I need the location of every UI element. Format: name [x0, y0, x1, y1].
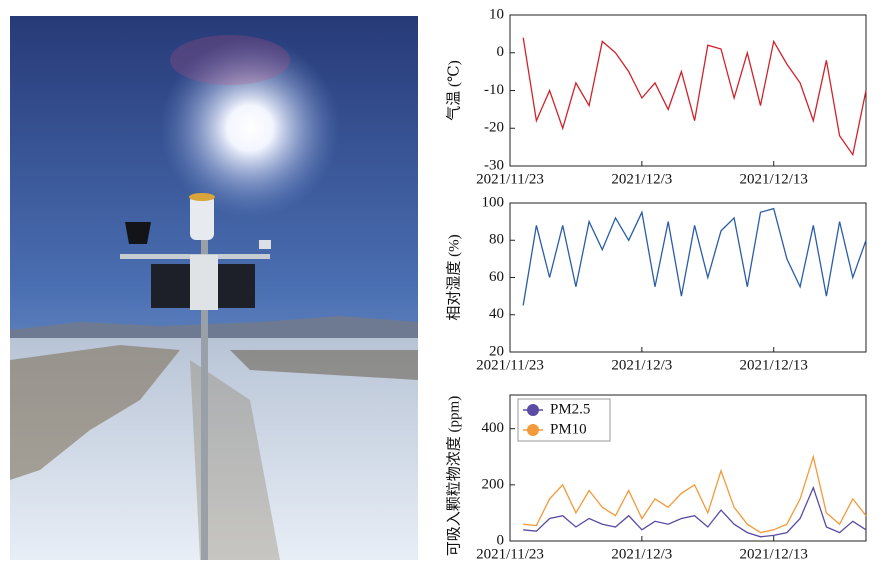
y-tick-label: -10 — [484, 82, 504, 98]
chart-panel: 20 40 60 80 100 2021/11/23 2021/12/3 2021/12/13… — [445, 194, 867, 373]
y-tick-label: 0 — [497, 532, 505, 548]
y-axis-label: 气温 (℃) — [445, 60, 462, 121]
legend-marker — [527, 424, 539, 436]
data-line — [522, 207, 867, 306]
legend: PM2.5 PM10 — [517, 398, 611, 442]
data-line — [523, 454, 867, 534]
x-tick-label: 2021/11/23 — [476, 357, 544, 373]
plot-frame — [509, 202, 867, 353]
photo — [10, 16, 418, 560]
y-tick-label: 400 — [482, 420, 505, 436]
x-tick-label: 2021/12/13 — [740, 546, 808, 562]
y-tick-label: -20 — [484, 120, 504, 136]
y-tick-label: 40 — [489, 306, 504, 322]
x-tick-label: 2021/11/23 — [476, 546, 544, 562]
x-tick-label: 2021/12/3 — [611, 171, 672, 187]
plot-frame — [509, 14, 867, 167]
x-tick-label: 2021/12/3 — [611, 546, 672, 562]
y-tick-label: 10 — [489, 6, 504, 22]
legend-label: PM2.5 — [550, 401, 590, 417]
y-tick-label: -30 — [484, 157, 504, 173]
legend-marker — [527, 404, 539, 416]
chart-panel: 0 200 400 2021/11/23 2021/12/3 2021/12/13 可吸入颗… — [445, 394, 867, 562]
y-axis-label: 相对湿度 (%) — [445, 234, 462, 320]
x-tick-label: 2021/12/13 — [740, 171, 808, 187]
x-tick-label: 2021/11/23 — [476, 171, 544, 187]
legend-label: PM10 — [550, 421, 587, 437]
chart-panel: -30 -20 -10 0 10 2021/11/23 2021/12/3 2021/12/1… — [445, 6, 867, 187]
data-line — [523, 485, 867, 538]
charts: -30 -20 -10 0 10 2021/11/23 2021/12/3 2021/12/1… — [445, 6, 867, 562]
y-axis-label: 可吸入颗粒物浓度 (ppm) — [445, 396, 462, 556]
x-tick-label: 2021/12/3 — [611, 357, 672, 373]
data-line — [522, 37, 867, 157]
y-tick-label: 200 — [482, 476, 505, 492]
y-tick-label: 100 — [482, 194, 505, 210]
plot-frame — [509, 394, 867, 542]
y-tick-label: 20 — [489, 343, 504, 359]
y-tick-label: 0 — [497, 44, 505, 60]
x-tick-label: 2021/12/13 — [740, 357, 808, 373]
y-tick-label: 80 — [489, 232, 504, 248]
y-tick-label: 60 — [489, 269, 504, 285]
